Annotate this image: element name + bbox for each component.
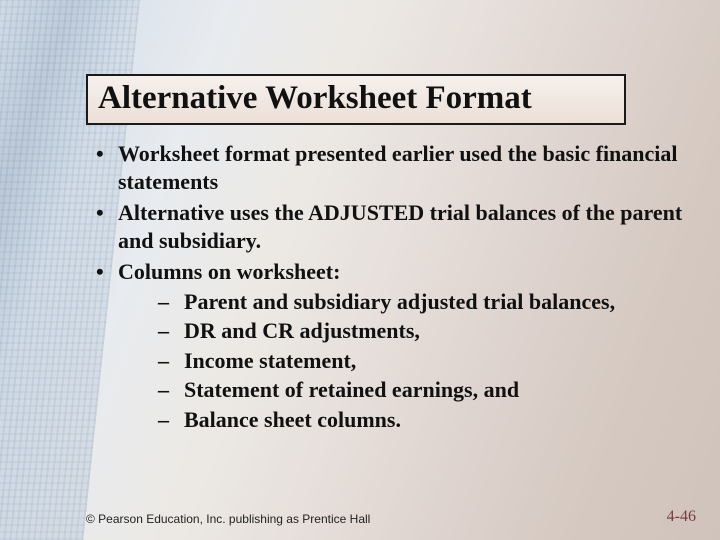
sub-bullet-list: Parent and subsidiary adjusted trial bal… bbox=[118, 288, 686, 434]
sub-bullet-item: Income statement, bbox=[118, 347, 686, 375]
sub-bullet-text: Statement of retained earnings, and bbox=[184, 377, 519, 402]
sub-bullet-item: Parent and subsidiary adjusted trial bal… bbox=[118, 288, 686, 316]
title-container: Alternative Worksheet Format bbox=[86, 74, 626, 125]
bullet-item: Worksheet format presented earlier used … bbox=[86, 140, 686, 195]
copyright-footer: © Pearson Education, Inc. publishing as … bbox=[86, 512, 370, 526]
sub-bullet-item: DR and CR adjustments, bbox=[118, 317, 686, 345]
bullet-text: Worksheet format presented earlier used … bbox=[118, 141, 678, 194]
slide-body: Worksheet format presented earlier used … bbox=[86, 140, 686, 437]
bullet-text: Columns on worksheet: bbox=[118, 259, 340, 284]
bullet-item: Alternative uses the ADJUSTED trial bala… bbox=[86, 199, 686, 254]
bullet-text: Alternative uses the ADJUSTED trial bala… bbox=[118, 200, 682, 253]
sub-bullet-text: Balance sheet columns. bbox=[184, 407, 401, 432]
sub-bullet-text: Income statement, bbox=[184, 348, 356, 373]
bullet-item: Columns on worksheet: Parent and subsidi… bbox=[86, 258, 686, 433]
slide-number: 4-46 bbox=[667, 508, 696, 526]
bullet-list: Worksheet format presented earlier used … bbox=[86, 140, 686, 433]
sub-bullet-text: DR and CR adjustments, bbox=[184, 318, 420, 343]
slide-title: Alternative Worksheet Format bbox=[98, 80, 614, 117]
sub-bullet-item: Statement of retained earnings, and bbox=[118, 376, 686, 404]
sub-bullet-item: Balance sheet columns. bbox=[118, 406, 686, 434]
sub-bullet-text: Parent and subsidiary adjusted trial bal… bbox=[184, 289, 615, 314]
